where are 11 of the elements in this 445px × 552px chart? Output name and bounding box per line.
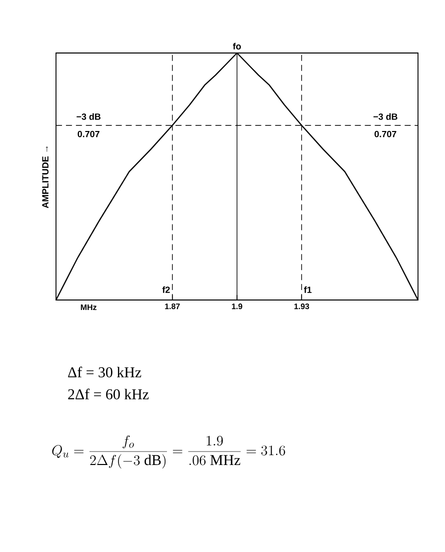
annotation: 0.707 bbox=[374, 130, 396, 138]
ref-line-label: −3 dB bbox=[76, 113, 100, 120]
ref-line-label: f2 bbox=[162, 286, 170, 293]
text: 2Δf = 60 kHz bbox=[68, 388, 149, 400]
text: $Q_{u} = \frac{f_{o}}{2\Delta f(-3\ \mathrm{dB})} = \frac{1.9}{.06\ \mathrm{MHz}} = 31.6$ bbox=[52, 435, 286, 469]
ref-line-label: fo bbox=[232, 42, 241, 50]
y-axis-title: AMPLITUDE → bbox=[42, 146, 48, 208]
annotation: 0.707 bbox=[78, 130, 100, 138]
annotation: −3 dB bbox=[373, 113, 398, 120]
text: Δf = 30 kHz bbox=[68, 366, 142, 378]
ref-line-label: f1 bbox=[304, 286, 312, 293]
